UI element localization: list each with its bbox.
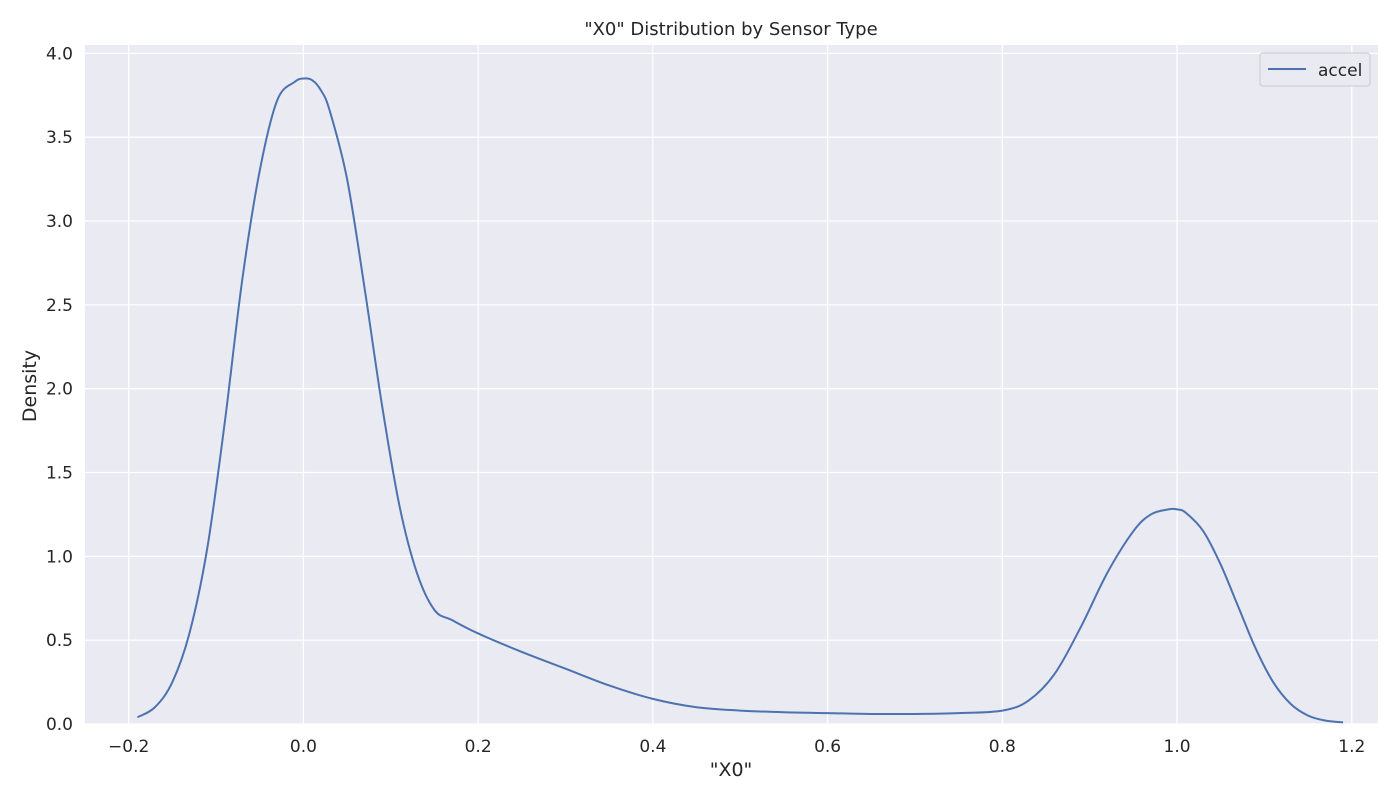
x-axis-label: "X0" [710,759,753,781]
grid-lines [85,45,1378,725]
x-axis-ticks: −0.2 0.0 0.2 0.4 0.6 0.8 1.0 1.2 [108,737,1365,757]
y-tick-label: 2.0 [46,380,73,400]
plot-background [85,45,1378,724]
y-tick-label: 0.5 [46,631,73,651]
y-tick-label: 1.5 [46,464,73,484]
x-tick-label: 1.2 [1338,737,1365,757]
x-tick-label: 0.8 [989,737,1016,757]
legend: accel [1259,52,1371,87]
series-line-accel [136,77,1344,724]
series-lines [136,77,1344,724]
legend-box [1259,52,1371,87]
y-tick-label: 2.5 [46,296,73,316]
y-axis-label: Density [19,350,41,422]
x-tick-label: 0.2 [465,737,492,757]
y-tick-label: 3.5 [46,128,73,148]
y-tick-label: 1.0 [46,547,73,567]
x-tick-label: 1.0 [1164,737,1191,757]
x-tick-label: 0.0 [290,737,317,757]
y-tick-label: 4.0 [46,44,73,64]
y-axis-ticks: 0.0 0.5 1.0 1.5 2.0 2.5 3.0 3.5 4.0 [46,44,73,735]
x-tick-label: −0.2 [108,737,149,757]
chart-title: "X0" Distribution by Sensor Type [584,19,877,40]
y-tick-label: 3.0 [46,212,73,232]
x-tick-label: 0.6 [814,737,841,757]
x-tick-label: 0.4 [639,737,666,757]
y-tick-label: 0.0 [46,715,73,735]
legend-label-accel: accel [1318,61,1362,81]
